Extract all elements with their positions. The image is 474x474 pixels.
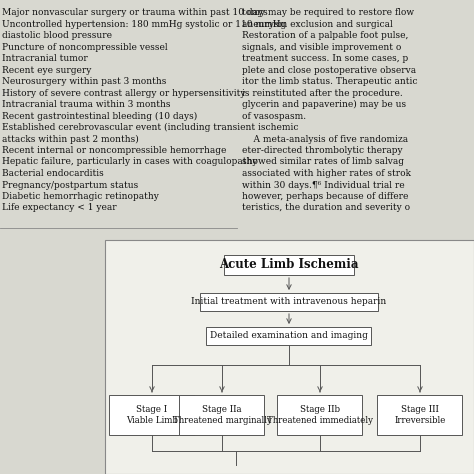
Text: Uncontrolled hypertension: 180 mmHg systolic or 110 mmHg: Uncontrolled hypertension: 180 mmHg syst… — [2, 19, 286, 28]
Text: showed similar rates of limb salvag: showed similar rates of limb salvag — [242, 157, 404, 166]
Text: teristics, the duration and severity o: teristics, the duration and severity o — [242, 203, 410, 212]
Text: History of severe contrast allergy or hypersensitivity: History of severe contrast allergy or hy… — [2, 89, 246, 98]
Text: itor the limb status. Therapeutic antic: itor the limb status. Therapeutic antic — [242, 77, 418, 86]
Text: however, perhaps because of differe: however, perhaps because of differe — [242, 192, 409, 201]
Text: of vasospasm.: of vasospasm. — [242, 111, 306, 120]
FancyBboxPatch shape — [277, 395, 363, 435]
Text: Bacterial endocarditis: Bacterial endocarditis — [2, 169, 104, 178]
Text: Neurosurgery within past 3 months: Neurosurgery within past 3 months — [2, 77, 166, 86]
Text: Stage IIb
Threatened immediately: Stage IIb Threatened immediately — [267, 405, 373, 425]
Text: aneurysm exclusion and surgical: aneurysm exclusion and surgical — [242, 19, 393, 28]
Text: associated with higher rates of strok: associated with higher rates of strok — [242, 169, 411, 178]
Text: Established cerebrovascular event (including transient ischemic: Established cerebrovascular event (inclu… — [2, 123, 299, 132]
Text: attacks within past 2 months): attacks within past 2 months) — [2, 135, 139, 144]
Text: tomy may be required to restore flow: tomy may be required to restore flow — [242, 8, 414, 17]
Text: Acute Limb Ischemia: Acute Limb Ischemia — [219, 258, 359, 272]
Text: Diabetic hemorrhagic retinopathy: Diabetic hemorrhagic retinopathy — [2, 192, 159, 201]
Text: within 30 days.¶⁶ Individual trial re: within 30 days.¶⁶ Individual trial re — [242, 181, 405, 190]
Text: Restoration of a palpable foot pulse,: Restoration of a palpable foot pulse, — [242, 31, 409, 40]
FancyBboxPatch shape — [109, 395, 194, 435]
Text: diastolic blood pressure: diastolic blood pressure — [2, 31, 112, 40]
Text: eter-directed thrombolytic therapy: eter-directed thrombolytic therapy — [242, 146, 402, 155]
FancyBboxPatch shape — [105, 240, 474, 474]
FancyBboxPatch shape — [180, 395, 264, 435]
Text: plete and close postoperative observa: plete and close postoperative observa — [242, 65, 416, 74]
Text: Initial treatment with intravenous heparin: Initial treatment with intravenous hepar… — [191, 298, 387, 307]
Text: treatment success. In some cases, p: treatment success. In some cases, p — [242, 54, 408, 63]
Text: Recent internal or noncompressible hemorrhage: Recent internal or noncompressible hemor… — [2, 146, 227, 155]
Text: Recent gastrointestinal bleeding (10 days): Recent gastrointestinal bleeding (10 day… — [2, 111, 197, 120]
Text: Stage IIa
Threatened marginally: Stage IIa Threatened marginally — [173, 405, 272, 425]
Text: Life expectancy < 1 year: Life expectancy < 1 year — [2, 203, 117, 212]
FancyBboxPatch shape — [224, 255, 354, 275]
Text: A meta-analysis of five randomiza: A meta-analysis of five randomiza — [242, 135, 408, 144]
FancyBboxPatch shape — [207, 327, 372, 345]
FancyBboxPatch shape — [377, 395, 463, 435]
FancyBboxPatch shape — [200, 293, 378, 311]
Text: Recent eye surgery: Recent eye surgery — [2, 65, 91, 74]
Text: signals, and visible improvement o: signals, and visible improvement o — [242, 43, 401, 52]
Text: Major nonvascular surgery or trauma within past 10 days: Major nonvascular surgery or trauma with… — [2, 8, 268, 17]
Text: Stage I
Viable Limb: Stage I Viable Limb — [126, 405, 178, 425]
Text: is reinstituted after the procedure.: is reinstituted after the procedure. — [242, 89, 403, 98]
Text: Hepatic failure, particularly in cases with coagulopathy: Hepatic failure, particularly in cases w… — [2, 157, 257, 166]
Text: Intracranial trauma within 3 months: Intracranial trauma within 3 months — [2, 100, 171, 109]
Text: Stage III
Irreversible: Stage III Irreversible — [394, 405, 446, 425]
Text: Intracranial tumor: Intracranial tumor — [2, 54, 88, 63]
Text: Pregnancy/postpartum status: Pregnancy/postpartum status — [2, 181, 138, 190]
Text: glycerin and papaverine) may be us: glycerin and papaverine) may be us — [242, 100, 406, 109]
Text: Detailed examination and imaging: Detailed examination and imaging — [210, 331, 368, 340]
Text: Puncture of noncompressible vessel: Puncture of noncompressible vessel — [2, 43, 168, 52]
